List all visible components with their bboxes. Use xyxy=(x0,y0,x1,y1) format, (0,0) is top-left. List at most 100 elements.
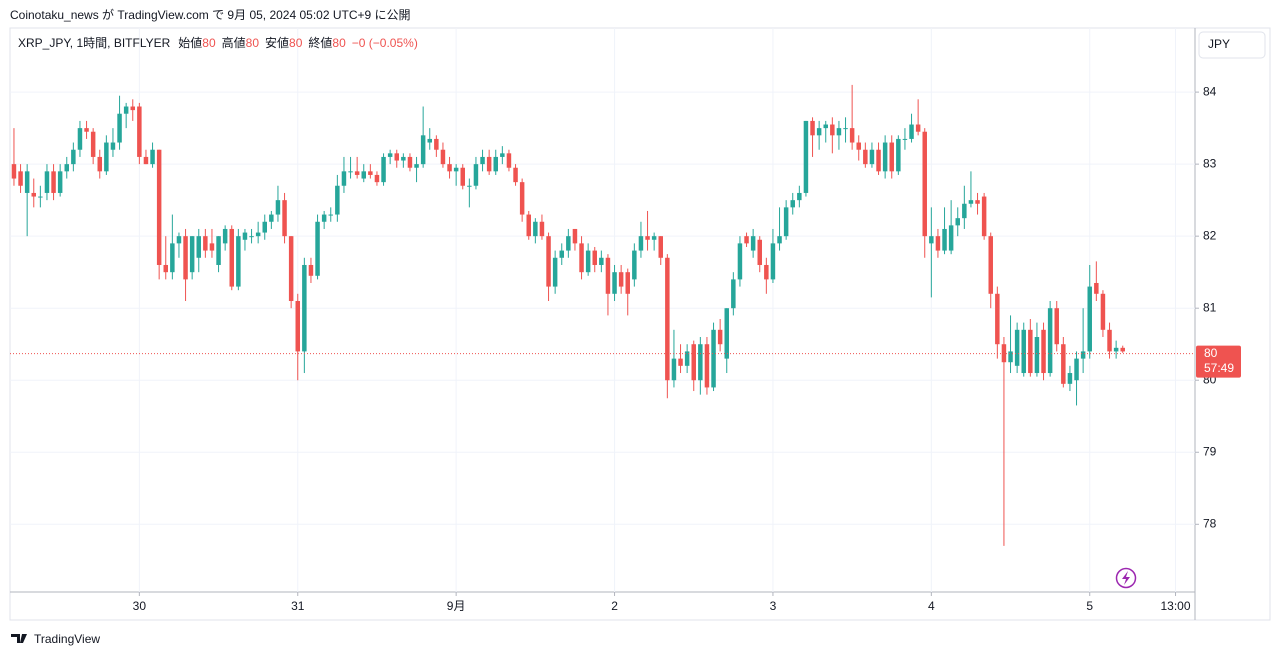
candle-body xyxy=(981,196,987,237)
candle-body xyxy=(988,236,993,294)
candle-body xyxy=(229,228,234,287)
candle-body xyxy=(533,221,538,237)
legend-symbol: XRP_JPY, 1時間, BITFLYER xyxy=(18,36,171,50)
candle-body xyxy=(566,236,571,251)
candle-body xyxy=(440,149,446,165)
candle-body xyxy=(143,156,149,165)
candle-body xyxy=(579,243,584,273)
candle-body xyxy=(678,358,683,366)
candle-body xyxy=(308,264,314,276)
candle-body xyxy=(209,243,215,251)
candle-body xyxy=(658,236,663,258)
candle-body xyxy=(717,329,723,345)
candle-body xyxy=(156,149,162,265)
candle-body xyxy=(24,171,30,193)
candle-body xyxy=(374,174,380,183)
candle-body xyxy=(849,128,855,143)
candle-body xyxy=(1080,351,1086,359)
candle-body xyxy=(830,124,835,136)
candle-body xyxy=(948,225,954,251)
candle-body xyxy=(354,171,360,175)
candle-body xyxy=(90,131,96,157)
plot xyxy=(10,84,1195,546)
candle-body xyxy=(150,149,155,165)
candle-body xyxy=(321,214,327,222)
legend-value: 80 xyxy=(332,36,346,50)
candle-body xyxy=(975,200,980,204)
candle-body xyxy=(189,236,195,273)
candle-body xyxy=(420,135,426,165)
candle-body xyxy=(269,214,274,222)
candle-body xyxy=(302,264,307,352)
candle-body xyxy=(869,149,875,165)
y-tick-label: 84 xyxy=(1203,84,1217,98)
x-tick-label: 31 xyxy=(291,599,305,613)
candle-body xyxy=(328,214,333,216)
currency-label[interactable]: JPY xyxy=(1208,37,1230,51)
currency-button[interactable] xyxy=(1198,31,1266,59)
candle-body xyxy=(995,293,1000,345)
candle-body xyxy=(196,236,201,258)
candle-body xyxy=(876,149,881,172)
y-tick-label: 82 xyxy=(1203,228,1217,242)
candle-body xyxy=(460,167,465,186)
candle-body xyxy=(691,344,696,381)
candle-body xyxy=(711,329,716,388)
candle-body xyxy=(1067,373,1073,384)
legend-label: 安値 xyxy=(265,35,289,50)
candle-body xyxy=(467,185,472,187)
candle-body xyxy=(671,358,677,381)
candle-body xyxy=(31,192,37,197)
candle-body xyxy=(414,164,419,168)
candle-body xyxy=(618,272,624,287)
x-tick-label: 30 xyxy=(133,599,147,613)
candle-body xyxy=(361,171,366,179)
candle-body xyxy=(123,106,129,114)
candle-body xyxy=(110,142,116,150)
candle-body xyxy=(407,156,413,168)
x-tick-label: 4 xyxy=(928,599,935,613)
candle-body xyxy=(222,228,228,244)
candle-body xyxy=(130,106,136,111)
candle-body xyxy=(704,344,710,388)
candle-body xyxy=(922,131,927,237)
candle-body xyxy=(480,156,485,165)
candle-body xyxy=(770,243,776,280)
candle-body xyxy=(731,279,736,309)
candle-body xyxy=(1107,329,1112,352)
candle-body xyxy=(77,128,83,150)
flash-glyph xyxy=(1122,571,1130,585)
candle-body xyxy=(856,142,861,150)
footer-brand: TradingView xyxy=(34,632,100,646)
candle-body xyxy=(1014,329,1020,366)
candle-body xyxy=(493,156,498,172)
x-tick-label: 3 xyxy=(770,599,777,613)
candle-body xyxy=(645,236,650,240)
candle-body xyxy=(519,182,525,215)
candle-body xyxy=(176,236,182,244)
y-tick-label: 83 xyxy=(1203,156,1217,170)
candle-body xyxy=(1021,329,1026,374)
candle-body xyxy=(163,264,168,273)
candle-body xyxy=(665,257,670,381)
candle-body xyxy=(401,156,406,161)
candle-body xyxy=(783,207,789,237)
legend-label: 終値 xyxy=(308,35,332,50)
legend-value: 80 xyxy=(289,36,303,50)
candle-body xyxy=(394,153,399,161)
candle-body xyxy=(368,171,373,175)
candle-body xyxy=(526,214,531,237)
candle-body xyxy=(632,250,637,280)
x-tick-label: 2 xyxy=(611,599,618,613)
candle-body xyxy=(559,250,564,258)
candle-body xyxy=(513,167,518,183)
candle-body xyxy=(599,257,604,265)
candle-body xyxy=(843,128,848,130)
candle-body xyxy=(539,221,545,237)
x-tick-label: 9月 xyxy=(447,599,466,613)
candle-body xyxy=(170,243,175,273)
candle-body xyxy=(915,124,921,132)
candle-body xyxy=(777,236,782,244)
